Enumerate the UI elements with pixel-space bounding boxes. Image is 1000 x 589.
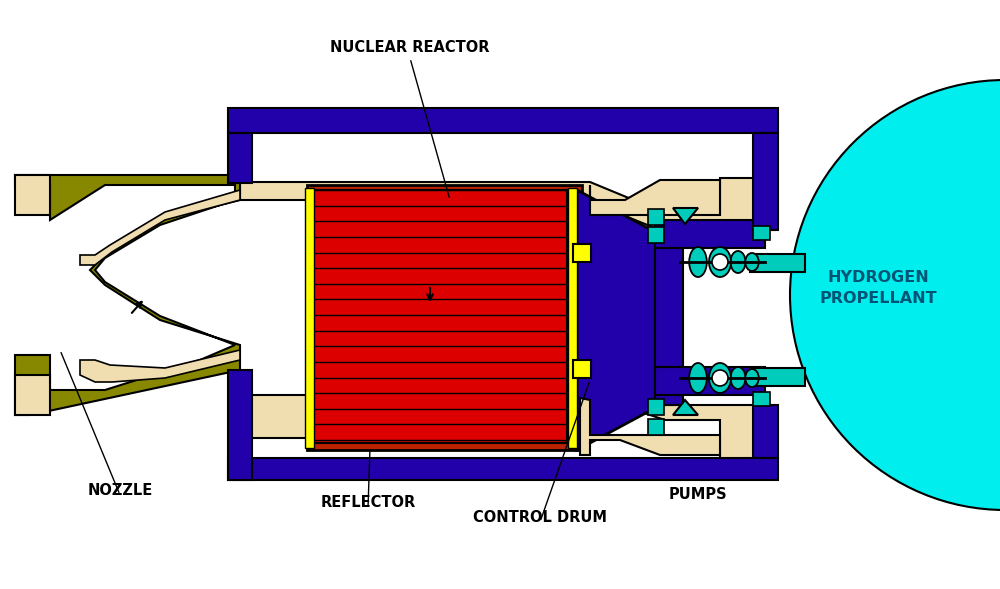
Text: NUCLEAR REACTOR: NUCLEAR REACTOR: [330, 40, 490, 55]
Bar: [655, 367, 765, 395]
Polygon shape: [580, 398, 720, 455]
Circle shape: [712, 370, 728, 386]
Bar: [568, 188, 577, 448]
Ellipse shape: [745, 369, 759, 387]
Polygon shape: [673, 208, 698, 224]
Ellipse shape: [709, 247, 731, 277]
Text: HYDROGEN
PROPELLANT: HYDROGEN PROPELLANT: [819, 270, 937, 306]
Polygon shape: [228, 133, 252, 183]
Bar: [753, 226, 770, 240]
Ellipse shape: [745, 253, 759, 271]
Bar: [655, 237, 683, 405]
Bar: [305, 188, 314, 448]
Polygon shape: [590, 180, 720, 215]
Polygon shape: [228, 370, 252, 480]
Bar: [312, 190, 567, 443]
Bar: [750, 368, 805, 386]
Polygon shape: [80, 182, 240, 265]
Bar: [307, 185, 582, 450]
Polygon shape: [753, 133, 778, 230]
Polygon shape: [228, 108, 778, 133]
Bar: [648, 227, 664, 243]
Text: PUMPS: PUMPS: [669, 487, 727, 502]
Ellipse shape: [730, 367, 746, 389]
Polygon shape: [80, 345, 240, 382]
Polygon shape: [240, 395, 775, 460]
Bar: [573, 360, 591, 378]
Bar: [648, 399, 664, 415]
Bar: [750, 254, 805, 272]
Bar: [573, 244, 591, 262]
Polygon shape: [15, 375, 50, 415]
Ellipse shape: [709, 363, 731, 393]
Polygon shape: [673, 400, 698, 415]
Bar: [648, 419, 664, 435]
Ellipse shape: [689, 247, 707, 277]
Polygon shape: [228, 458, 778, 480]
Text: CONTROL DRUM: CONTROL DRUM: [473, 510, 607, 525]
Bar: [753, 392, 770, 406]
Polygon shape: [240, 178, 775, 230]
Wedge shape: [790, 80, 1000, 510]
Text: NOZZLE: NOZZLE: [87, 483, 153, 498]
Circle shape: [712, 254, 728, 270]
Ellipse shape: [689, 363, 707, 393]
Polygon shape: [15, 175, 50, 215]
Bar: [655, 220, 765, 248]
Text: REFLECTOR: REFLECTOR: [320, 495, 416, 510]
Polygon shape: [577, 190, 670, 450]
Ellipse shape: [730, 251, 746, 273]
Polygon shape: [753, 405, 778, 458]
Polygon shape: [15, 175, 240, 415]
Bar: [648, 209, 664, 225]
